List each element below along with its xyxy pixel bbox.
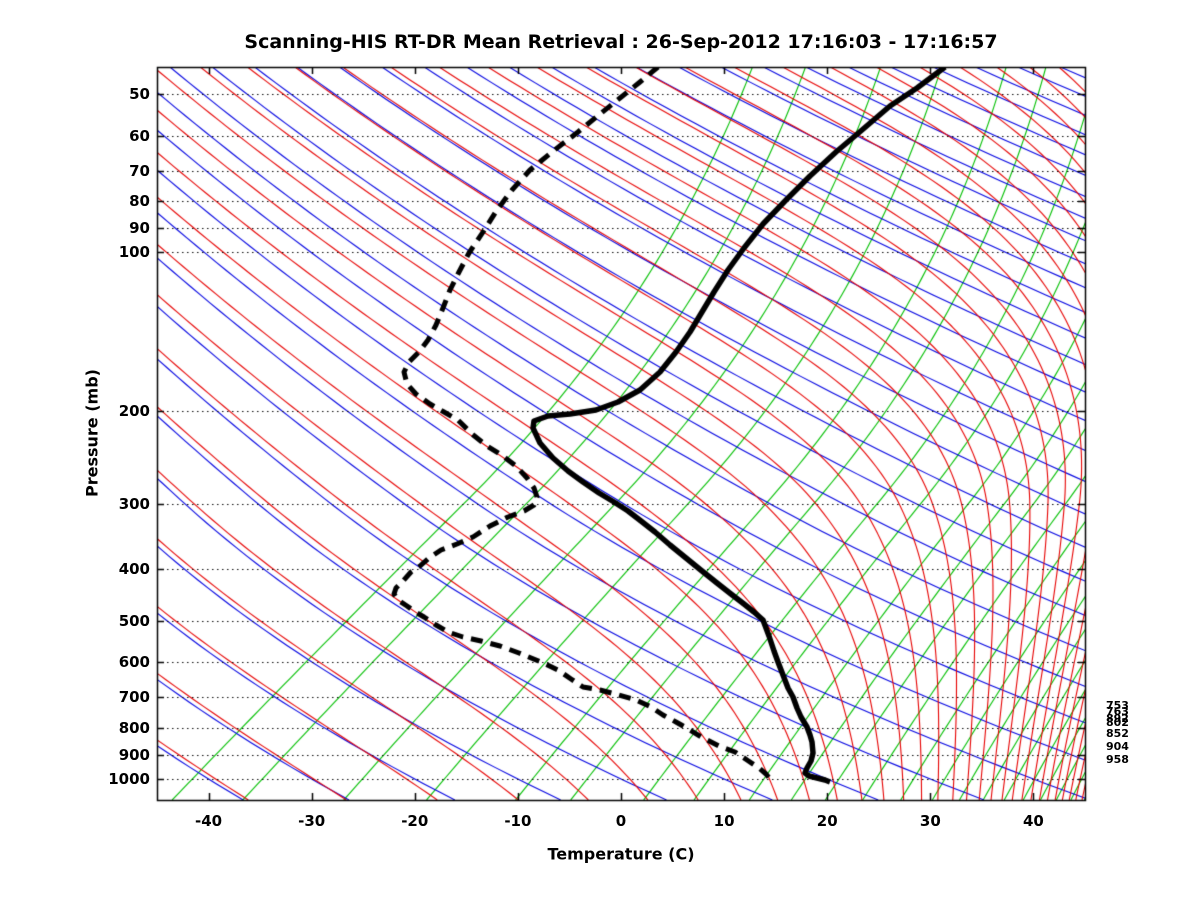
y-tick-label: 100	[118, 243, 150, 262]
surface-pressure-label: 904	[1106, 740, 1129, 753]
y-tick-label: 800	[118, 718, 150, 737]
x-tick-label: 20	[816, 812, 838, 830]
y-tick-label: 80	[129, 192, 150, 211]
y-tick-label: 900	[118, 745, 150, 764]
y-axis-label: Pressure (mb)	[82, 369, 102, 497]
y-tick-label: 70	[129, 161, 150, 180]
x-tick-label: 10	[713, 812, 735, 830]
y-tick-label: 400	[118, 560, 150, 579]
surface-pressure-label: 753	[1106, 699, 1129, 712]
y-tick-label: 60	[129, 126, 150, 145]
surface-pressure-label: 892	[1106, 712, 1129, 725]
y-tick-label: 300	[118, 494, 150, 513]
y-tick-label: 700	[118, 688, 150, 707]
x-tick-label: -20	[401, 812, 429, 830]
y-tick-label: 600	[118, 653, 150, 672]
chart-title: Scanning-HIS RT-DR Mean Retrieval : 26-S…	[244, 31, 998, 53]
x-tick-label: -10	[504, 812, 532, 830]
y-tick-label: 1000	[108, 769, 150, 788]
y-tick-label: 500	[118, 611, 150, 630]
x-tick-label: -40	[194, 812, 223, 830]
x-tick-label: 40	[1023, 812, 1044, 830]
y-tick-label: 50	[129, 85, 150, 103]
x-tick-label: 0	[615, 812, 627, 830]
surface-pressure-label: 958	[1106, 753, 1129, 766]
x-axis-label: Temperature (C)	[547, 844, 695, 864]
surface-pressure-label: 763	[1106, 705, 1129, 718]
surface-pressure-label: 802	[1106, 716, 1129, 729]
y-tick-label: 200	[118, 401, 150, 420]
surface-pressure-label: 852	[1106, 727, 1129, 740]
y-tick-label: 90	[129, 219, 150, 238]
x-tick-label: -30	[298, 812, 326, 830]
x-tick-label: 30	[919, 812, 941, 830]
